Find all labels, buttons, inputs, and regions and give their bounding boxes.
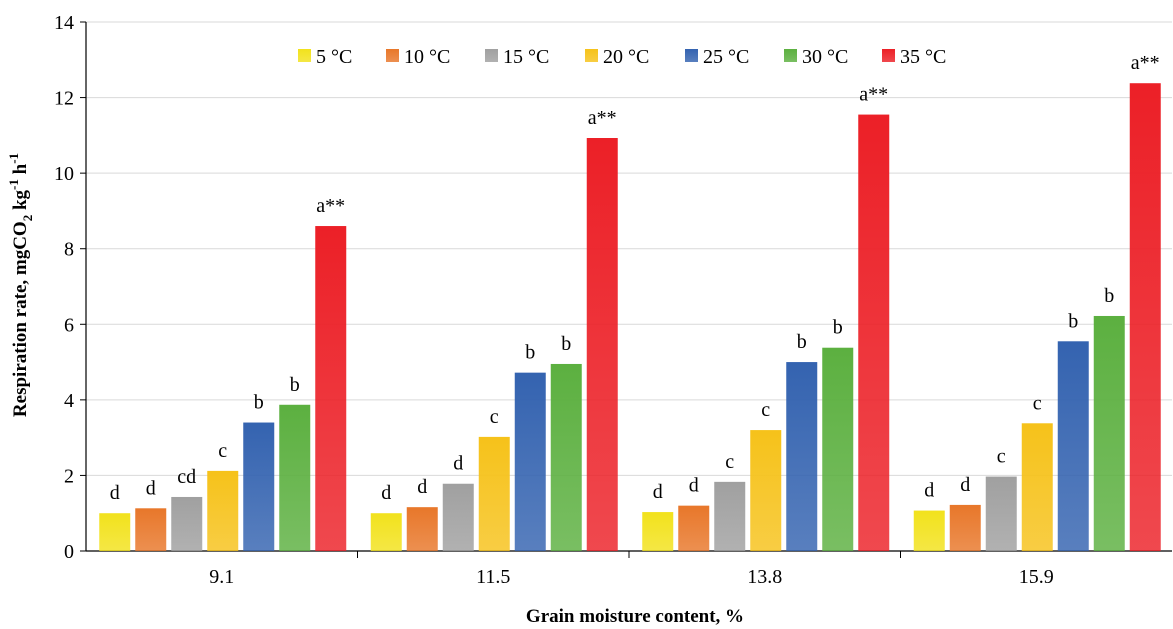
bar bbox=[985, 476, 1017, 551]
bar bbox=[243, 422, 275, 551]
legend-swatch bbox=[784, 49, 797, 62]
bar-significance-label: a** bbox=[1131, 52, 1160, 74]
bar-significance-label: d bbox=[689, 475, 699, 497]
x-category-label: 13.8 bbox=[747, 566, 782, 588]
bar-significance-label: d bbox=[960, 474, 970, 496]
bar bbox=[750, 430, 782, 551]
bar bbox=[1021, 423, 1053, 551]
legend-label: 35 °C bbox=[900, 46, 946, 68]
bar bbox=[315, 226, 347, 552]
legend-swatch bbox=[585, 49, 598, 62]
bar bbox=[949, 504, 981, 551]
y-axis-title: Respiration rate, mgCO2 kg-1 h-1 bbox=[6, 153, 35, 417]
bar-significance-label: b bbox=[1068, 310, 1078, 332]
legend-swatch bbox=[485, 49, 498, 62]
bar bbox=[822, 347, 854, 551]
x-category-label: 15.9 bbox=[1019, 566, 1054, 588]
bar-significance-label: c bbox=[725, 451, 734, 473]
y-tick-label: 2 bbox=[64, 465, 74, 487]
legend-label: 5 °C bbox=[316, 46, 352, 68]
bar-significance-label: b bbox=[254, 392, 264, 414]
bar bbox=[1057, 341, 1089, 551]
legend-swatch bbox=[882, 49, 895, 62]
legend-swatch bbox=[685, 49, 698, 62]
legend: 5 °C 10 °C 15 °C 20 °C 25 °C 30 °C 35 °C bbox=[298, 46, 946, 68]
bar bbox=[586, 138, 618, 551]
bar-significance-label: b bbox=[833, 317, 843, 339]
x-category-label: 11.5 bbox=[476, 566, 510, 588]
legend-label: 15 °C bbox=[503, 46, 549, 68]
legend-swatch bbox=[298, 49, 311, 62]
bar-significance-label: d bbox=[653, 481, 663, 503]
bar-significance-label: b bbox=[525, 342, 535, 364]
bar-significance-label: cd bbox=[177, 466, 196, 488]
y-tick-label: 6 bbox=[64, 314, 74, 336]
bar-significance-label: d bbox=[417, 476, 427, 498]
bar bbox=[678, 505, 710, 551]
y-tick-label: 8 bbox=[64, 239, 74, 261]
bar-significance-label: d bbox=[110, 482, 120, 504]
bars bbox=[99, 83, 1161, 552]
bar-significance-label: d bbox=[453, 453, 463, 475]
legend-label: 25 °C bbox=[703, 46, 749, 68]
bar-significance-label: d bbox=[381, 482, 391, 504]
bar bbox=[1093, 315, 1125, 551]
bar bbox=[514, 372, 546, 551]
bar bbox=[370, 513, 402, 551]
bar bbox=[550, 363, 582, 551]
bar bbox=[1129, 83, 1161, 551]
y-tick-label: 12 bbox=[54, 88, 74, 110]
bar-significance-label: b bbox=[1104, 285, 1114, 307]
bar bbox=[442, 483, 474, 551]
bar bbox=[786, 362, 818, 551]
bar-significance-label: b bbox=[561, 333, 571, 355]
bar bbox=[642, 512, 674, 551]
bar bbox=[858, 114, 890, 551]
bar-significance-label: a** bbox=[859, 84, 888, 106]
gridlines bbox=[86, 21, 1172, 476]
legend-label: 10 °C bbox=[404, 46, 450, 68]
bar bbox=[406, 507, 438, 551]
x-axis-title: Grain moisture content, % bbox=[526, 606, 744, 627]
bar bbox=[135, 508, 167, 551]
bar bbox=[913, 510, 945, 551]
bar bbox=[207, 470, 239, 551]
bar bbox=[171, 496, 203, 551]
bar-significance-label: a** bbox=[316, 195, 345, 217]
bar-significance-label: b bbox=[290, 374, 300, 396]
bar-significance-label: c bbox=[490, 406, 499, 428]
bar-significance-label: c bbox=[218, 440, 227, 462]
y-tick-label: 14 bbox=[54, 12, 74, 34]
bar-significance-label: d bbox=[924, 480, 934, 502]
bar bbox=[714, 481, 746, 551]
bar-significance-label: c bbox=[761, 399, 770, 421]
bar-significance-label: b bbox=[797, 331, 807, 353]
bar bbox=[478, 436, 510, 551]
y-tick-label: 10 bbox=[54, 163, 74, 185]
bar-significance-label: c bbox=[1033, 392, 1042, 414]
bar-significance-label: d bbox=[146, 477, 156, 499]
legend-label: 30 °C bbox=[802, 46, 848, 68]
bar-significance-label: c bbox=[997, 446, 1006, 468]
x-category-label: 9.1 bbox=[209, 566, 234, 588]
legend-label: 20 °C bbox=[603, 46, 649, 68]
y-tick-label: 0 bbox=[64, 541, 74, 563]
y-tick-label: 4 bbox=[64, 390, 74, 412]
bar-significance-label: a** bbox=[588, 107, 617, 129]
legend-swatch bbox=[386, 49, 399, 62]
bar bbox=[279, 404, 311, 551]
bar bbox=[99, 513, 131, 551]
